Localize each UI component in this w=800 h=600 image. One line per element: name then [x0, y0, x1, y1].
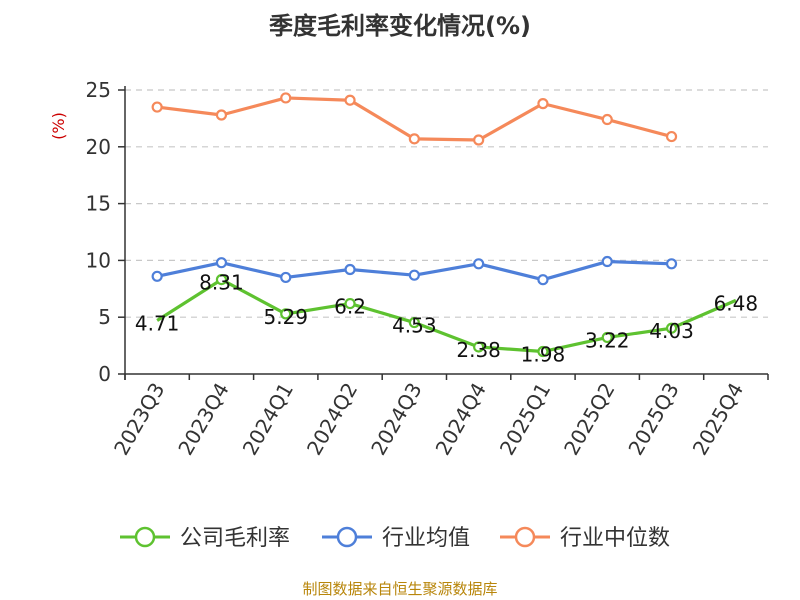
data-point: [601, 331, 613, 344]
data-label: 8.31: [199, 271, 244, 295]
data-point: [408, 316, 420, 329]
legend-swatch-marker: [336, 526, 358, 548]
data-point: [665, 322, 678, 334]
data-point: [408, 269, 420, 281]
data-point: [280, 308, 292, 320]
data-point: [344, 263, 356, 276]
legend-swatch-marker: [514, 526, 536, 548]
data-point: [473, 341, 485, 353]
data-label: 5.29: [263, 305, 308, 329]
axes: [124, 86, 769, 380]
data-point: [473, 134, 485, 146]
data-point: [537, 274, 549, 286]
data-point: [408, 133, 420, 145]
x-tick-label: 2025Q4: [688, 379, 748, 460]
x-tick-label: 2024Q4: [431, 379, 491, 460]
legend-label: 行业中位数: [560, 526, 670, 551]
x-tick-label: 2023Q4: [173, 379, 233, 460]
data-label: 6.48: [714, 291, 759, 315]
data-labels: 4.71 8.31 5.29 6.2 4.53 2.38 1.98 3.22 4.03 6.48: [135, 271, 758, 367]
data-label: 2.38: [456, 338, 501, 362]
data-point: [151, 101, 163, 113]
data-label: 4.03: [649, 319, 694, 343]
data-label: 1.98: [521, 343, 566, 367]
data-point: [601, 255, 613, 268]
data-point: [665, 258, 678, 270]
x-tick-label: 2024Q1: [238, 379, 298, 460]
legend-label: 公司毛利率: [180, 526, 290, 551]
series-line: [156, 277, 737, 354]
x-tick-labels: 2023Q3 2023Q4 2024Q1 2024Q2 2024Q3 2024Q4 2025…: [109, 379, 748, 460]
x-tick-label: 2025Q1: [495, 379, 555, 460]
legend-swatch-marker: [134, 526, 156, 548]
y-tick-label: 15: [86, 192, 111, 216]
y-tick-label: 10: [86, 248, 111, 272]
data-point: [473, 258, 485, 270]
x-tick-label: 2023Q3: [109, 379, 169, 460]
data-point: [537, 345, 549, 358]
x-tick-label: 2025Q2: [559, 379, 619, 460]
grid-lines: [118, 89, 768, 375]
legend-label: 行业均值: [382, 526, 470, 551]
y-tick-label: 25: [86, 78, 111, 102]
x-tick-label: 2025Q3: [623, 379, 683, 460]
legend: 公司毛利率 行业均值 行业中位数: [120, 526, 670, 551]
data-label: 4.71: [135, 311, 180, 335]
data-label: 6.2: [334, 295, 366, 319]
data-point: [215, 273, 228, 286]
x-tick-label: 2024Q3: [366, 379, 426, 460]
data-point: [344, 94, 356, 106]
data-point: [151, 270, 163, 282]
data-point: [215, 109, 228, 121]
y-tick-label: 5: [98, 305, 111, 329]
y-tick-label: 20: [86, 135, 111, 159]
chart-title: 季度毛利率变化情况(%): [269, 12, 531, 40]
data-point: [665, 130, 678, 143]
data-point: [537, 98, 549, 110]
y-tick-labels: 0 5 10 15 20 25: [86, 78, 111, 386]
data-label: 3.22: [585, 328, 630, 352]
data-label: 4.53: [392, 314, 437, 338]
series-lines: [151, 92, 737, 358]
data-point: [601, 113, 613, 126]
source-note: 制图数据来自恒生聚源数据库: [302, 580, 497, 598]
data-point: [280, 271, 292, 284]
data-point: [344, 297, 356, 310]
y-tick-label: 0: [98, 362, 111, 386]
data-point: [215, 257, 228, 269]
data-point: [280, 92, 292, 104]
x-tick-label: 2024Q2: [302, 379, 362, 460]
y-axis-label: (%): [49, 112, 68, 140]
